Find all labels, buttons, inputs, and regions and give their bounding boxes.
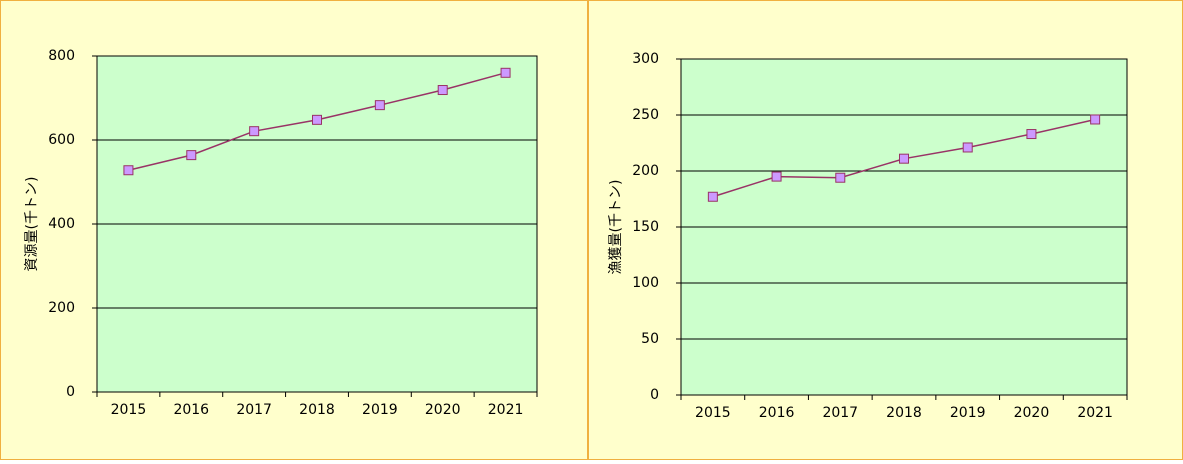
plot-border [96,55,538,393]
data-point [500,67,511,78]
data-point [771,171,782,182]
data-point [1090,114,1101,125]
y-tick-label: 250 [632,107,659,123]
x-tick-label: 2021 [488,402,524,418]
y-tick-label: 300 [632,51,659,67]
data-point [123,165,134,176]
data-point [186,150,197,161]
y-tick-label: 0 [650,387,659,403]
y-tick-label: 200 [48,300,75,316]
y-tick-label: 50 [641,331,659,347]
x-tick-label: 2019 [362,402,398,418]
x-tick-label: 2017 [236,402,272,418]
x-tick-label: 2019 [950,405,986,421]
y-axis-label: 漁獲量(千トン) [608,180,624,275]
y-tick-label: 100 [632,275,659,291]
plot-border [680,58,1128,396]
x-tick-label: 2020 [425,402,461,418]
data-point [962,142,973,153]
data-point [374,100,385,111]
x-tick-label: 2016 [173,402,209,418]
y-tick-label: 600 [48,132,75,148]
y-tick-label: 0 [66,384,75,400]
x-tick-label: 2017 [822,405,858,421]
y-axis-label: 資源量(千トン) [24,177,40,272]
data-point [707,191,718,202]
y-tick-label: 800 [48,48,75,64]
data-point [312,114,322,125]
x-tick-label: 2015 [111,402,147,418]
y-tick-label: 400 [48,216,75,232]
x-tick-label: 2020 [1014,405,1050,421]
y-tick-label: 150 [632,219,659,235]
data-point [249,126,260,137]
data-point [835,172,846,183]
data-point [1026,129,1037,140]
x-tick-label: 2018 [886,405,922,421]
x-tick-label: 2016 [759,405,795,421]
data-point [899,153,909,164]
data-point [437,85,448,96]
x-tick-label: 2015 [695,405,731,421]
x-tick-label: 2018 [299,402,335,418]
x-tick-label: 2021 [1077,405,1113,421]
y-tick-label: 200 [632,163,659,179]
